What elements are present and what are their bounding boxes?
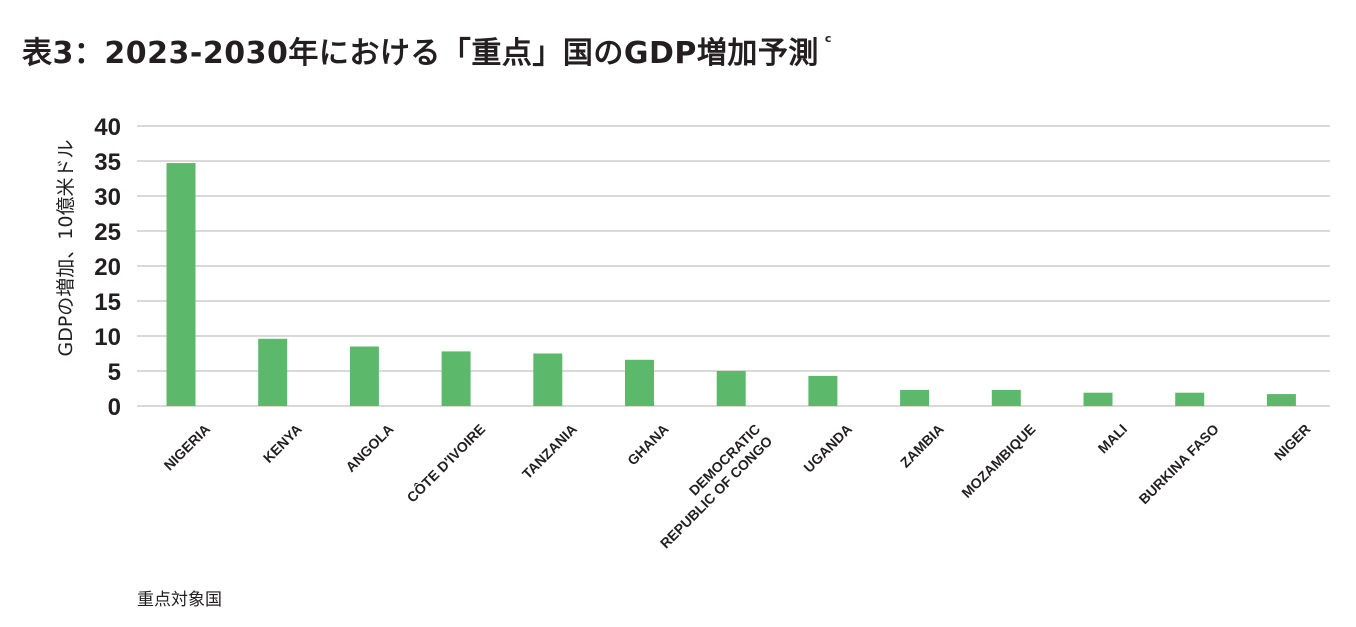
x-tick-label: TANZANIA xyxy=(519,421,580,482)
x-tick-label: UGANDA xyxy=(800,421,855,476)
bar xyxy=(533,353,563,406)
y-tick-label: 30 xyxy=(94,184,121,211)
y-tick-label: 35 xyxy=(94,149,121,176)
bar xyxy=(349,346,379,406)
x-tick-label: CÔTE D'IVOIRE xyxy=(403,420,488,505)
y-tick-label: 15 xyxy=(94,289,121,316)
bar xyxy=(808,375,838,406)
gridlines xyxy=(137,125,1330,407)
y-tick-label: 10 xyxy=(94,324,121,351)
bar xyxy=(900,389,930,406)
x-tick-label: MALI xyxy=(1095,421,1131,457)
bar xyxy=(1175,392,1205,406)
y-tick-label: 40 xyxy=(94,114,121,141)
x-tick-label: BURKINA FASO xyxy=(1136,421,1222,507)
y-tick-label: 0 xyxy=(108,394,121,421)
x-tick-label: ANGOLA xyxy=(342,421,396,475)
bar xyxy=(991,389,1021,406)
x-tick-label: NIGERIA xyxy=(161,421,214,474)
title-footnote-marker: c xyxy=(824,32,832,45)
y-tick-label: 25 xyxy=(94,219,121,246)
bars xyxy=(166,163,1296,406)
chart-title: 表3：2023-2030年における「重点」国のGDP増加予測 c xyxy=(22,32,832,71)
bar xyxy=(716,371,746,406)
x-axis-title: 重点対象国 xyxy=(137,590,222,610)
bar xyxy=(1266,394,1296,406)
x-tick-label: MOZAMBIQUE xyxy=(958,421,1038,501)
bar xyxy=(441,351,471,406)
bar xyxy=(625,359,654,406)
y-tick-label: 5 xyxy=(108,359,121,386)
x-axis-ticks: NIGERIA KENYA ANGOLA CÔTE D'IVOIRE TANZANIA G… xyxy=(161,420,1314,551)
x-tick-label: KENYA xyxy=(260,421,305,466)
x-tick-label: DEMOCRATICREPUBLIC OF CONGO xyxy=(645,421,776,552)
bar xyxy=(166,163,196,406)
bar xyxy=(258,338,288,406)
y-axis-title: GDPの増加、10億米ドル xyxy=(55,140,77,357)
x-tick-label: NIGER xyxy=(1271,421,1314,464)
x-tick-label: GHANA xyxy=(624,421,672,469)
bar xyxy=(1083,392,1113,406)
y-tick-label: 20 xyxy=(94,254,121,281)
x-tick-label: ZAMBIA xyxy=(897,421,947,471)
y-axis-ticks: 0 5 10 15 20 25 30 35 40 xyxy=(94,114,121,421)
